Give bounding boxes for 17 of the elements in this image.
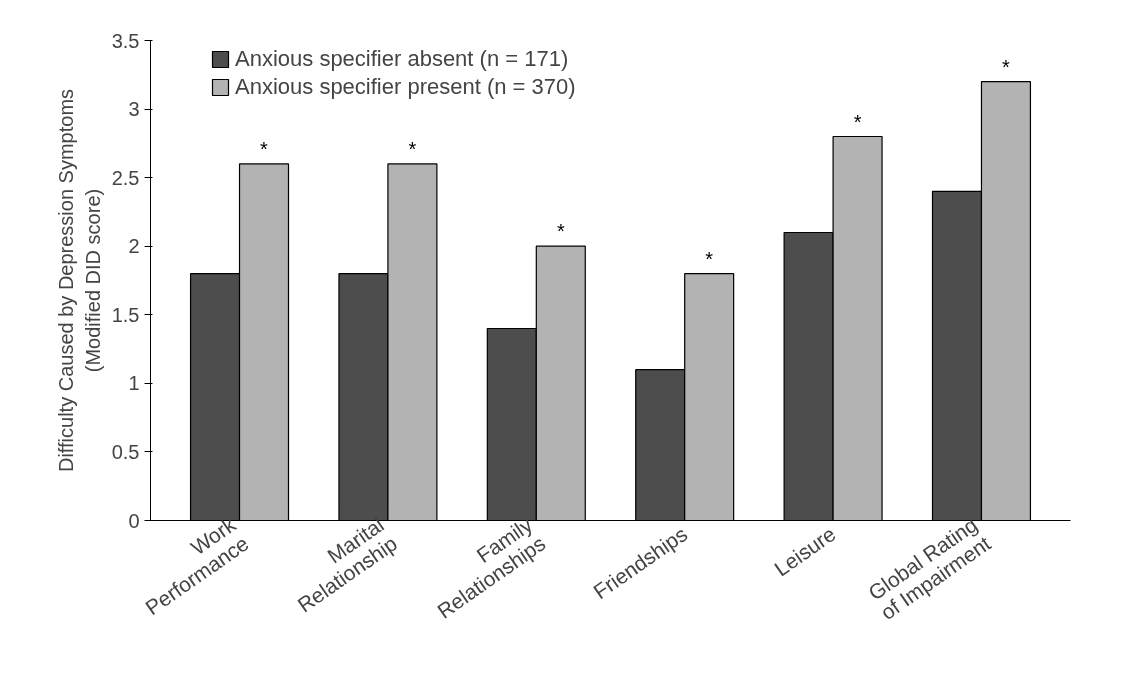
y-tick-label: 2: [128, 235, 140, 258]
annotation: *: [408, 137, 417, 160]
y-tick-label: 1.5: [111, 303, 140, 326]
y-axis-title: Difficulty Caused by Depression Symptoms (Modified DID score): [55, 88, 104, 473]
legend-label: Anxious specifier absent (n = 171): [235, 46, 569, 72]
y-tick-label: 3: [128, 98, 140, 121]
y-tick-label: 0.5: [111, 440, 140, 463]
annotation: *: [705, 247, 714, 270]
annotation: *: [1002, 55, 1011, 78]
y-tick-label: 2.5: [111, 166, 140, 189]
y-tick-label: 1: [128, 372, 140, 395]
y-tick-label: 3.5: [111, 29, 140, 52]
annotation: *: [260, 137, 269, 160]
annotation: *: [853, 110, 862, 133]
annotation: *: [556, 220, 565, 243]
legend-label: Anxious specifier present (n = 370): [235, 74, 576, 100]
y-tick-label: 0: [128, 509, 140, 532]
